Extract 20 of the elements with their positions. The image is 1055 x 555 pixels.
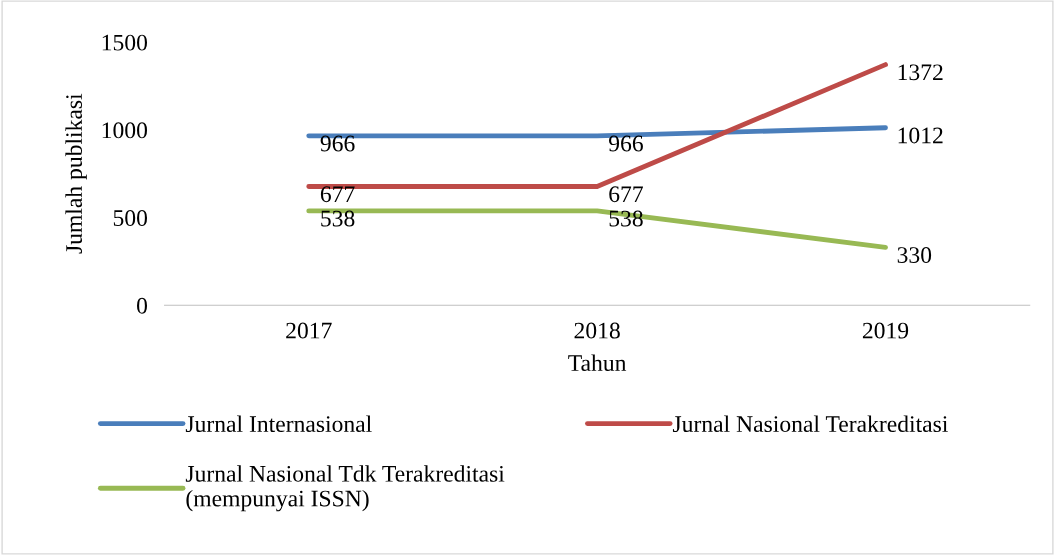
legend-label: Jurnal Internasional: [185, 415, 372, 433]
data-label: 1012: [898, 127, 943, 144]
y-axis-title: Jumlah publikasi: [65, 93, 87, 254]
data-label: 677: [609, 186, 643, 203]
x-tick-label: 2019: [862, 322, 909, 339]
y-tick-label: 0: [137, 297, 148, 314]
legend-label: Jurnal Nasional Terakreditasi: [672, 415, 948, 433]
x-tick-label: 2017: [286, 322, 332, 339]
x-axis-title: Tahun: [568, 354, 627, 372]
data-label: 677: [320, 186, 355, 203]
y-tick-label: 1500: [102, 34, 148, 51]
y-tick-label: 1000: [102, 122, 148, 139]
data-label: 330: [897, 247, 932, 264]
data-label: 966: [609, 135, 643, 152]
y-tick-label: 500: [113, 210, 148, 226]
x-tick-label: 2018: [574, 322, 620, 339]
data-label: 1372: [898, 64, 943, 81]
legend-label: Jurnal Nasional Tdk Terakreditasi (mempunyai ISSN): [185, 465, 505, 512]
data-label: 538: [321, 210, 355, 227]
data-label: 966: [320, 135, 355, 152]
